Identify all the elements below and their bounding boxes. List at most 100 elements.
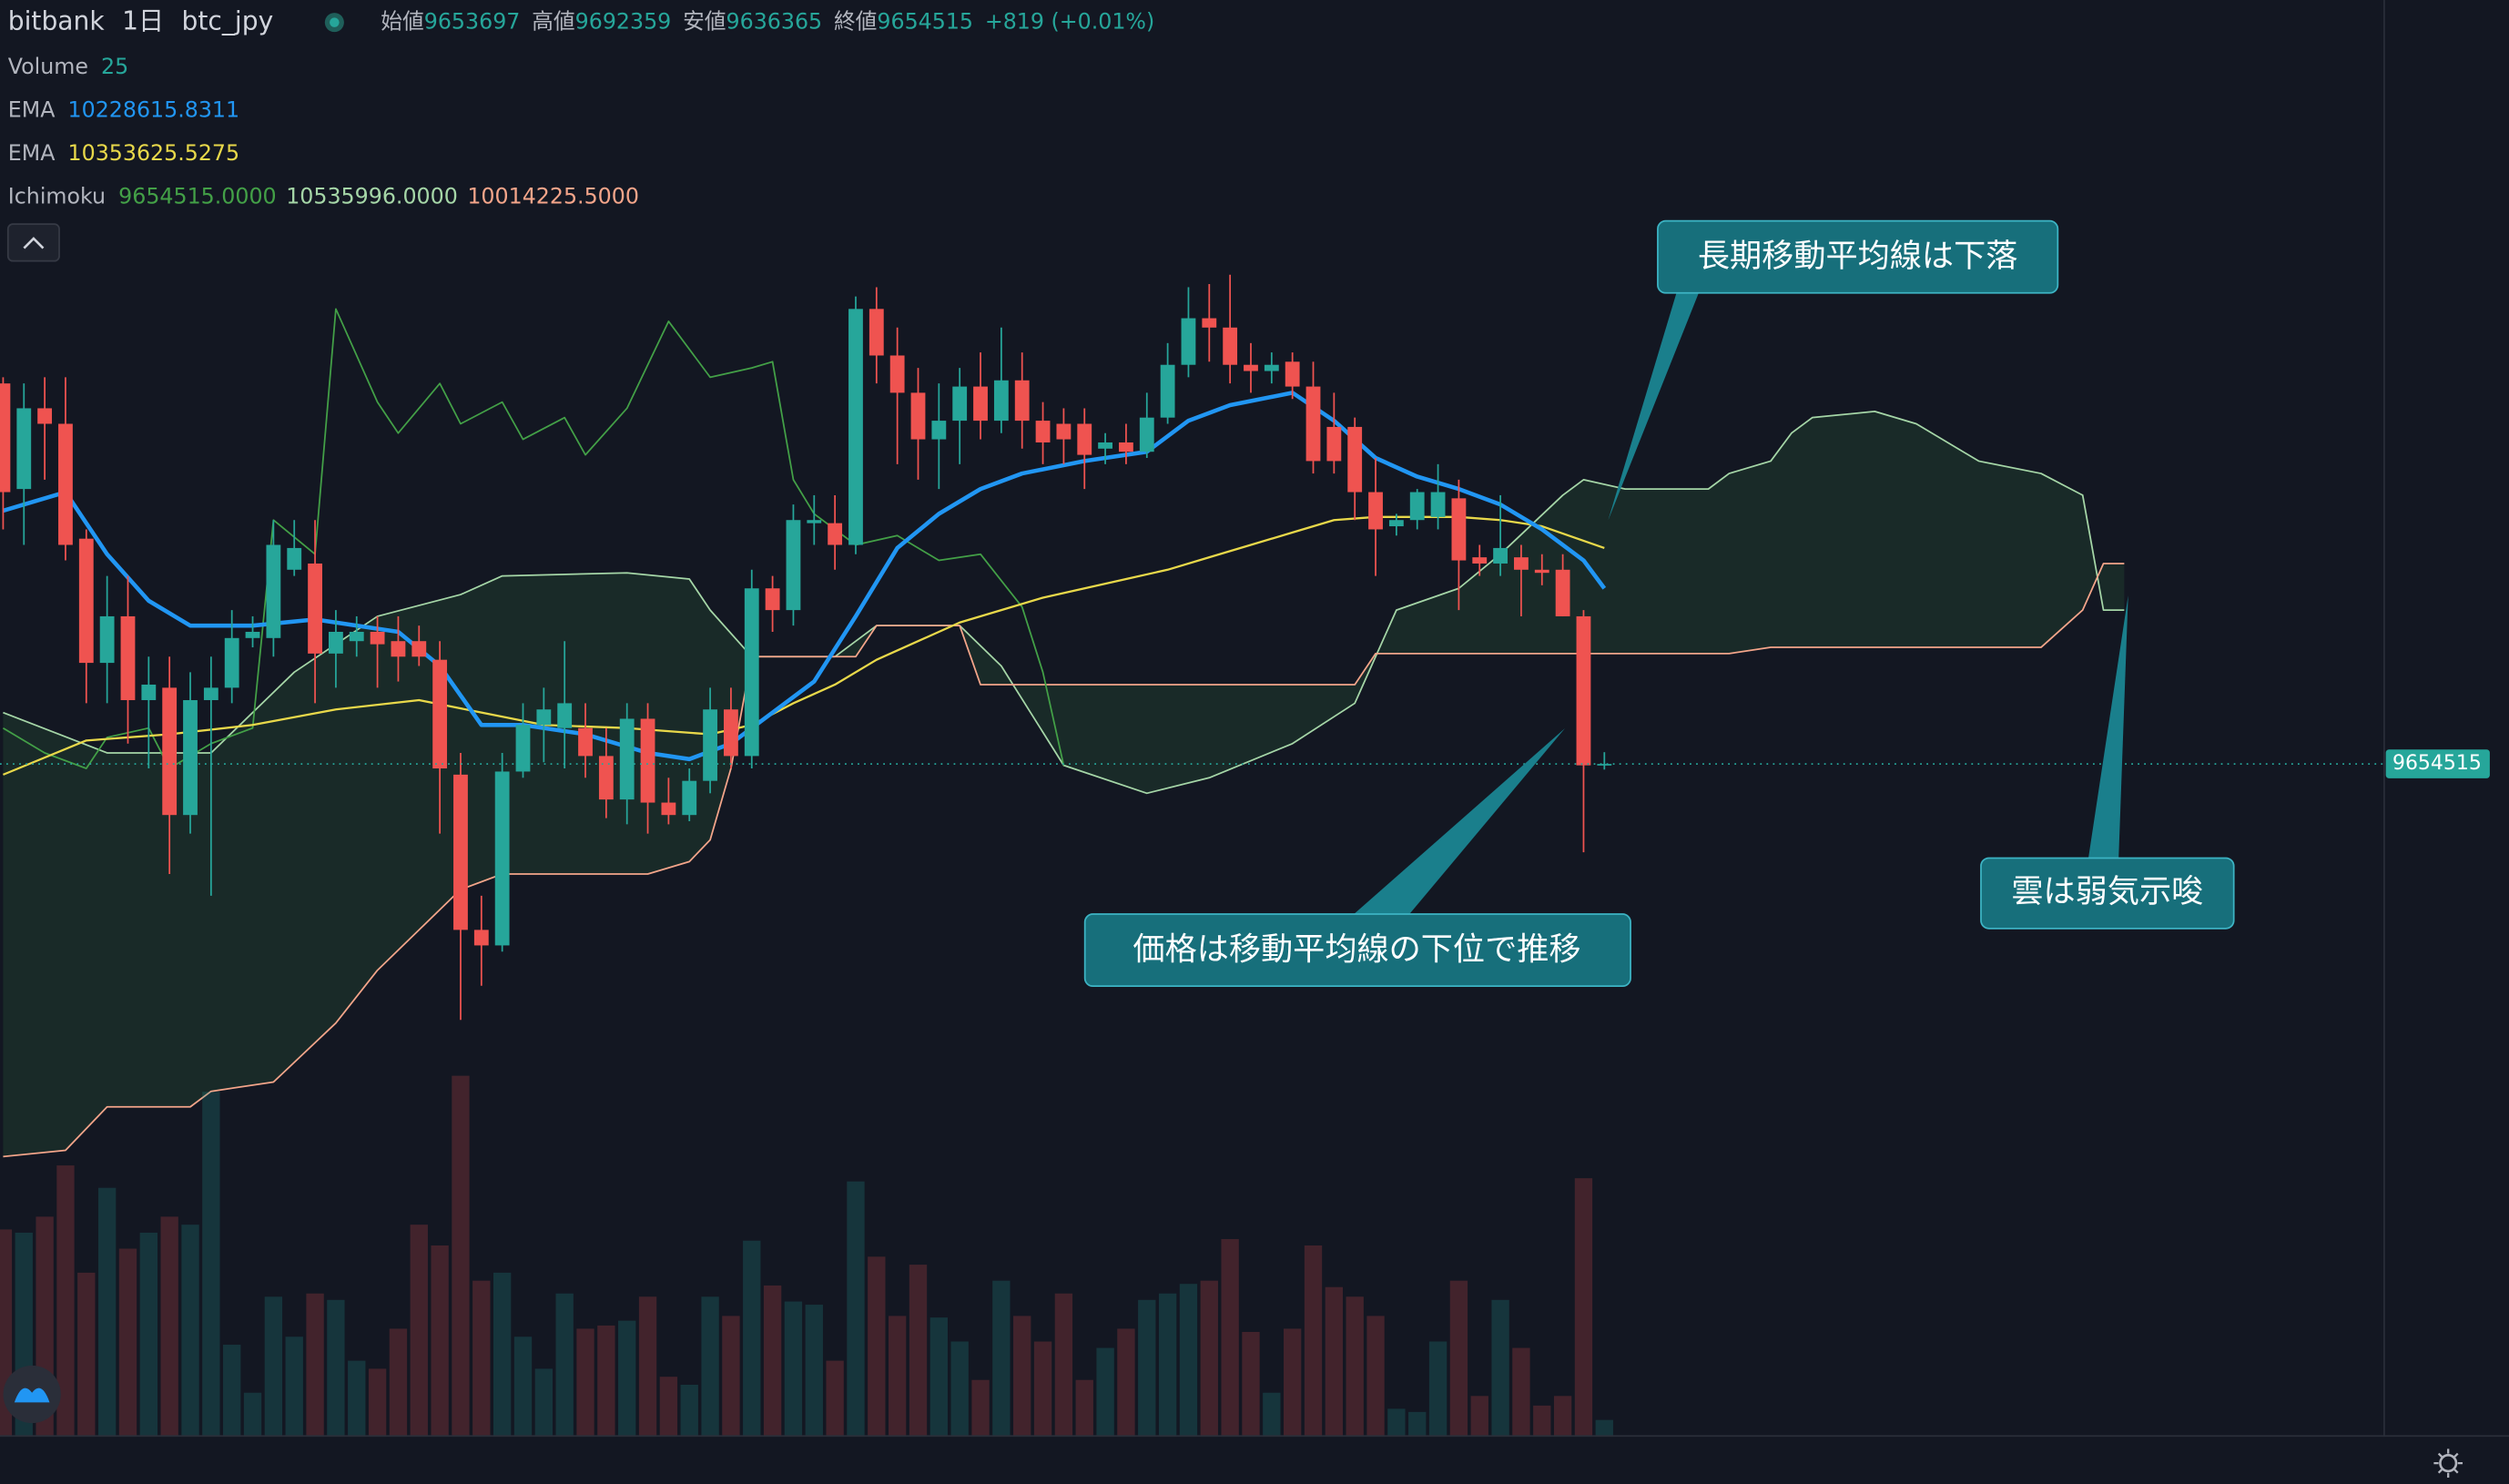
- ohlc-value: 9653697: [424, 8, 521, 34]
- span-b: [3, 563, 2125, 1158]
- volume-bar: [1512, 1347, 1530, 1437]
- legend-value: 9654515.0000: [118, 183, 277, 208]
- volume-bar: [1470, 1396, 1488, 1437]
- candle-body: [162, 687, 178, 816]
- legend-row: EMA 10228615.8311: [8, 97, 239, 122]
- callout-text: 長期移動平均線は下落: [1698, 238, 2017, 275]
- span-a: [3, 410, 2125, 795]
- volume-bar: [1533, 1405, 1551, 1437]
- candle-body: [931, 421, 947, 440]
- candle-body: [1409, 492, 1425, 521]
- callout-box: [1980, 857, 2235, 930]
- volume-bar: [659, 1377, 678, 1437]
- candle-body: [1139, 417, 1154, 452]
- candle-body: [141, 684, 157, 701]
- volume-bar: [618, 1320, 636, 1437]
- exchange: bitbank: [8, 6, 106, 36]
- ohlc-label: 終値: [834, 8, 877, 34]
- volume-bar: [971, 1379, 990, 1437]
- volume-bar: [223, 1345, 241, 1437]
- volume-bar: [368, 1368, 387, 1437]
- callout-pointer: [1608, 291, 1700, 521]
- candle-body: [557, 703, 573, 728]
- ohlc: 始値9653697 高値9692359 安値9636365 終値9654515 …: [381, 8, 1154, 34]
- candle-body: [1077, 423, 1092, 455]
- volume-bar: [1408, 1411, 1427, 1437]
- interval: 1日: [122, 6, 164, 36]
- header: bitbank 1日 btc_jpy 始値9653697 高値9692359 安…: [8, 6, 1154, 36]
- legend-value: 10014225.5000: [467, 183, 639, 208]
- callout: 長期移動平均線は下落: [1608, 219, 2059, 521]
- volume-bar: [597, 1325, 615, 1437]
- candle-body: [224, 637, 239, 688]
- price-label: 9654515: [2392, 752, 2482, 775]
- candle-body: [494, 771, 510, 946]
- volume-bar: [410, 1225, 428, 1437]
- candle-body: [1223, 327, 1238, 365]
- volume-bar: [909, 1265, 928, 1437]
- cloud-fill: [3, 411, 2125, 1157]
- candle-body: [724, 709, 738, 757]
- gear-teeth: [2433, 1448, 2463, 1478]
- volume-bar: [680, 1384, 698, 1437]
- candle-body: [308, 563, 322, 654]
- candle-body: [1514, 557, 1529, 570]
- callout-text: 価格は移動平均線の下位で推移: [1133, 930, 1580, 968]
- candle-body: [973, 386, 988, 422]
- candle-body: [765, 588, 780, 611]
- candle-body: [1285, 361, 1300, 387]
- change: +819 (+0.01%): [985, 8, 1154, 34]
- legend-row: EMA 10353625.5275: [8, 139, 239, 165]
- volume-bar: [306, 1293, 324, 1437]
- candle-body: [703, 709, 717, 781]
- candle-body: [1576, 615, 1591, 766]
- candle-body: [391, 641, 406, 657]
- legend-name: EMA: [8, 97, 56, 122]
- volume-bar: [847, 1181, 865, 1437]
- price-axis-panel: [2383, 0, 2509, 1484]
- candle-body: [619, 718, 635, 800]
- time-axis-panel: [0, 1436, 2509, 1484]
- gear: [2439, 1454, 2458, 1473]
- legend: Volume 25 EMA 10228615.8311 EMA 10353625.52…: [6, 53, 639, 262]
- legend-name: Volume: [8, 53, 88, 78]
- volume-bar: [243, 1392, 262, 1437]
- candle-body: [1160, 364, 1175, 418]
- volume-bar: [534, 1368, 554, 1437]
- volume-bar: [1200, 1280, 1218, 1437]
- volume-bar: [1595, 1419, 1613, 1437]
- callout: 価格は移動平均線の下位で推移: [1083, 728, 1631, 988]
- candle-body: [786, 520, 801, 611]
- volume-bar: [513, 1337, 533, 1437]
- legend-value: 25: [101, 53, 128, 78]
- volume-bar: [181, 1225, 199, 1437]
- volume-bar: [1013, 1316, 1031, 1437]
- candle-body: [1555, 569, 1570, 616]
- candle-body: [1597, 764, 1612, 766]
- ohlc-value: 9692359: [575, 8, 672, 34]
- ohlc-value: 9636365: [726, 8, 823, 34]
- candle-body: [640, 718, 655, 803]
- volume-bar: [56, 1165, 75, 1437]
- candle-body: [287, 547, 302, 570]
- candle-body: [370, 631, 385, 645]
- settings-icon[interactable]: [2433, 1448, 2463, 1478]
- candle-body: [515, 725, 531, 772]
- candle-body: [910, 392, 926, 440]
- candle-body: [889, 355, 905, 393]
- candle-body: [952, 386, 968, 422]
- candle-body: [1368, 492, 1383, 530]
- candle-body: [120, 615, 136, 701]
- volume-bar: [1158, 1293, 1177, 1437]
- candle-body: [598, 756, 614, 800]
- candle-body: [744, 588, 759, 757]
- candle-body: [411, 641, 427, 657]
- candle-body: [349, 631, 364, 642]
- callout-box: [1083, 913, 1631, 988]
- volume-bar: [348, 1360, 366, 1437]
- candle-body: [266, 544, 281, 638]
- candle-body: [99, 615, 115, 664]
- volume-bar: [1263, 1392, 1281, 1437]
- collapse-button[interactable]: [6, 223, 60, 262]
- candle-body: [1451, 498, 1467, 561]
